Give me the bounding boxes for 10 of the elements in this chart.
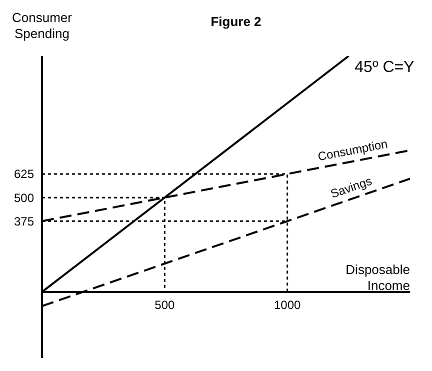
y-tick-label: 500 bbox=[14, 190, 34, 205]
y-tick-label: 375 bbox=[14, 214, 34, 228]
x-axis-title: Disposable Income bbox=[346, 262, 410, 293]
x-tick-label: 1000 bbox=[274, 298, 302, 312]
y-tick-label: 625 bbox=[14, 167, 34, 182]
series-label: 45º C=Y bbox=[354, 59, 415, 76]
text: Consumption bbox=[316, 136, 389, 164]
chart-title: Figure 2 bbox=[210, 14, 262, 29]
y-axis-title: Consumer Spending bbox=[12, 10, 73, 41]
text: Savings bbox=[328, 174, 374, 202]
